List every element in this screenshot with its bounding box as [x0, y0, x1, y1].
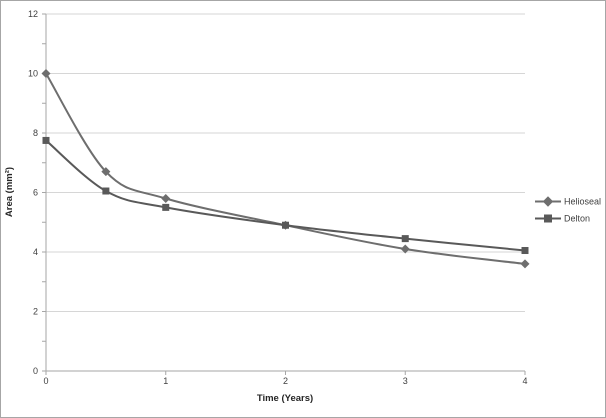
data-series: [41, 69, 530, 269]
legend: Helioseal Delton: [535, 196, 601, 224]
y-tick-label: 4: [33, 247, 38, 257]
x-axis-title: Time (Years): [257, 393, 313, 404]
series-line-delton: [45, 139, 526, 252]
y-tick-label: 0: [33, 366, 38, 376]
x-tick-label: 3: [403, 376, 408, 386]
data-point-diamond: [41, 69, 51, 78]
series-line-helioseal: [45, 72, 526, 265]
y-tick-label: 12: [28, 9, 38, 19]
data-point-diamond: [161, 193, 171, 203]
x-tick-label: 4: [522, 376, 527, 386]
data-point-diamond: [400, 244, 410, 254]
gridlines: [46, 13, 525, 312]
legend-label-helioseal: Helioseal: [564, 197, 601, 207]
legend-marker-diamond-icon: [542, 196, 554, 207]
legend-marker-square-icon: [544, 214, 552, 223]
data-point-square: [282, 221, 289, 229]
legend-label-delton: Delton: [564, 214, 590, 224]
y-tick-label: 6: [33, 188, 38, 198]
data-point-square: [521, 247, 529, 255]
y-axis-title: Area (mm²): [4, 167, 15, 217]
data-point-diamond: [101, 167, 111, 177]
data-point-square: [102, 187, 110, 195]
tick-marks: [42, 13, 526, 375]
y-tick-label: 8: [33, 128, 38, 138]
x-tick-label: 2: [283, 376, 288, 386]
x-tick-label: 1: [163, 376, 168, 386]
y-tick-label: 2: [33, 307, 38, 317]
data-point-square: [42, 136, 50, 144]
x-tick-label: 0: [43, 376, 48, 386]
data-point-square: [162, 203, 170, 211]
data-point-diamond: [520, 259, 530, 269]
y-tick-label: 10: [28, 69, 38, 79]
data-point-square: [401, 235, 409, 243]
